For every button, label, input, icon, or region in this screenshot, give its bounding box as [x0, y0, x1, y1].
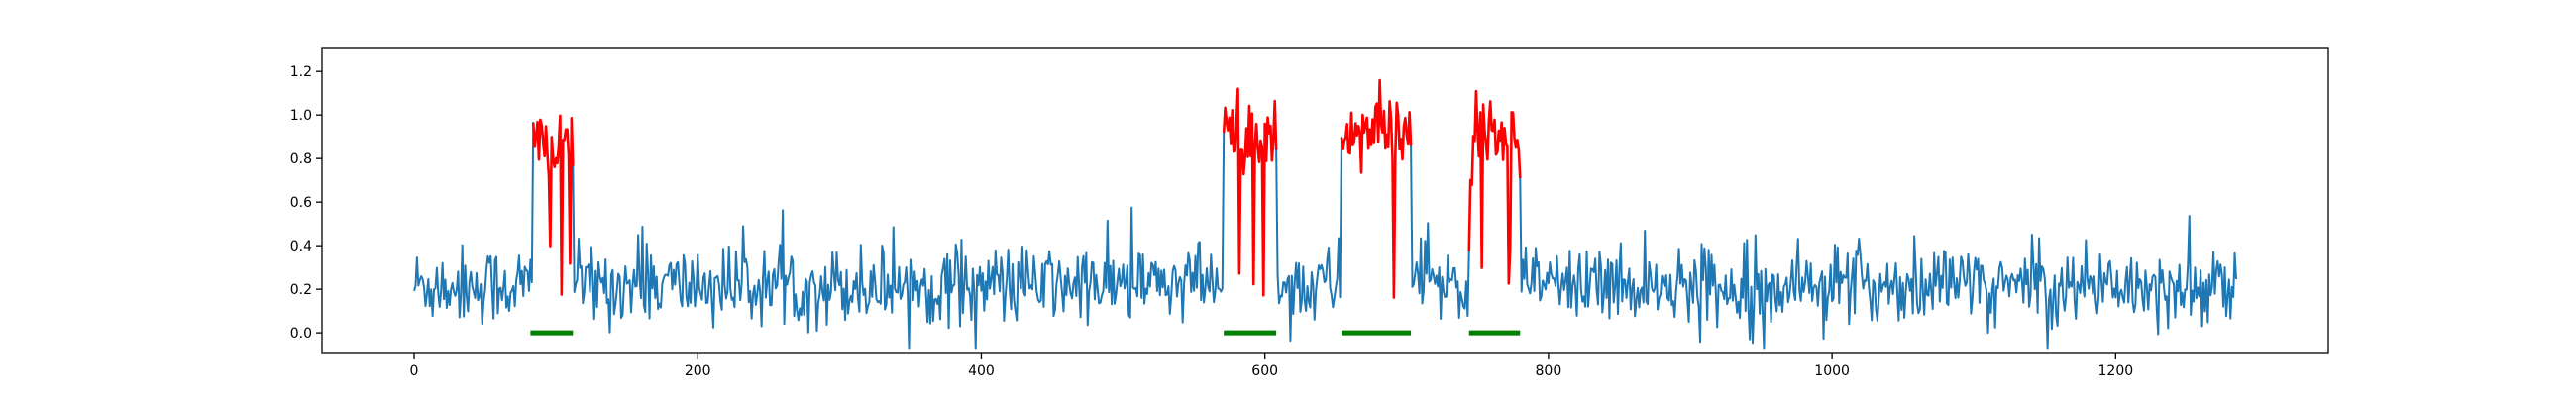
x-tick-label: 400 [968, 363, 995, 379]
x-tick-label: 1000 [1814, 363, 1850, 379]
anomaly-segment-3 [1340, 78, 1413, 299]
x-tick-label: 0 [410, 363, 419, 379]
signal-line [413, 79, 2237, 350]
series-layer [413, 78, 2237, 350]
axes-frame [321, 47, 2329, 354]
x-tick-label: 600 [1251, 363, 1278, 379]
anomaly-segment-2 [1222, 87, 1278, 297]
y-tick-label: 0.0 [290, 326, 312, 342]
anomaly-segment-1 [531, 114, 575, 296]
anomaly-segment-4 [1467, 89, 1522, 285]
y-tick-label: 0.6 [290, 195, 312, 211]
x-axis: 0 200 400 600 800 1000 1200 [410, 353, 2134, 379]
x-tick-label: 800 [1536, 363, 1562, 379]
y-tick-label: 1.0 [290, 108, 312, 124]
x-tick-label: 1200 [2098, 363, 2134, 379]
y-tick-label: 0.4 [290, 239, 312, 254]
y-tick-label: 1.2 [290, 64, 312, 80]
y-tick-label: 0.8 [290, 151, 312, 167]
axes-frame-layer [321, 47, 2329, 354]
y-tick-label: 0.2 [290, 282, 312, 298]
x-tick-label: 200 [685, 363, 711, 379]
y-axis: 0.0 0.2 0.4 0.6 0.8 1.0 1.2 [290, 64, 322, 342]
